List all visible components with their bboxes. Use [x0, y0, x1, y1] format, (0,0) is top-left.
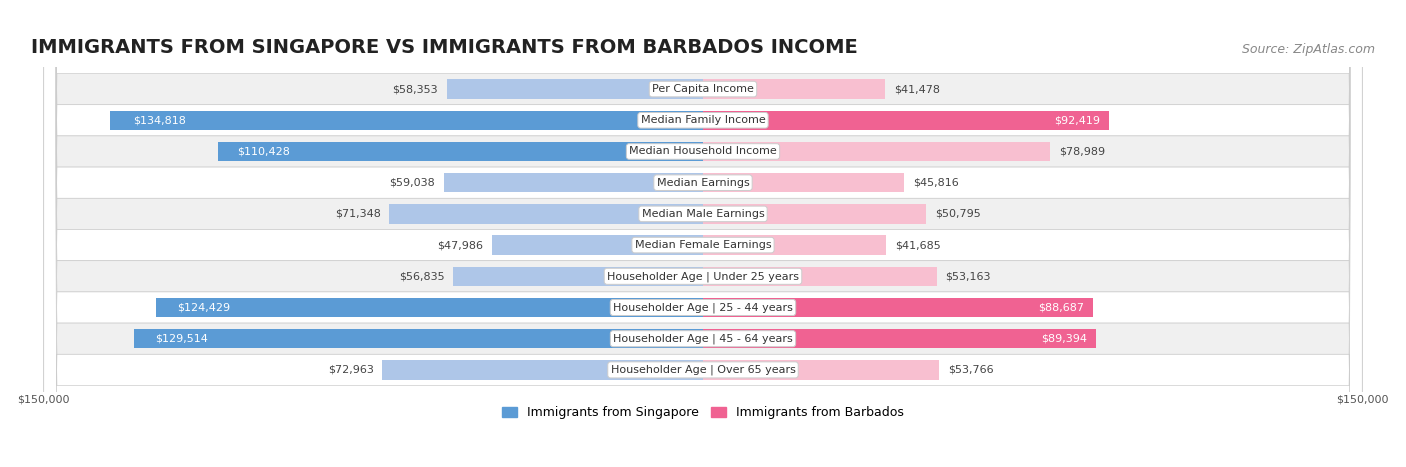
Text: $59,038: $59,038: [389, 177, 434, 188]
Bar: [382, 360, 703, 380]
Bar: [703, 267, 936, 286]
Text: Householder Age | Under 25 years: Householder Age | Under 25 years: [607, 271, 799, 282]
Text: $47,986: $47,986: [437, 240, 484, 250]
Text: $71,348: $71,348: [335, 209, 381, 219]
FancyBboxPatch shape: [44, 0, 1362, 467]
Bar: [703, 298, 1092, 317]
Text: $89,394: $89,394: [1040, 334, 1087, 344]
Text: Median Female Earnings: Median Female Earnings: [634, 240, 772, 250]
Text: $56,835: $56,835: [399, 271, 444, 281]
Bar: [703, 173, 904, 192]
Text: Householder Age | 45 - 64 years: Householder Age | 45 - 64 years: [613, 333, 793, 344]
Bar: [703, 235, 886, 255]
FancyBboxPatch shape: [44, 0, 1362, 467]
Bar: [703, 142, 1050, 161]
FancyBboxPatch shape: [44, 0, 1362, 467]
Legend: Immigrants from Singapore, Immigrants from Barbados: Immigrants from Singapore, Immigrants fr…: [496, 402, 910, 425]
Text: IMMIGRANTS FROM SINGAPORE VS IMMIGRANTS FROM BARBADOS INCOME: IMMIGRANTS FROM SINGAPORE VS IMMIGRANTS …: [31, 38, 858, 57]
Bar: [447, 79, 703, 99]
FancyBboxPatch shape: [44, 0, 1362, 467]
FancyBboxPatch shape: [44, 0, 1362, 467]
Bar: [156, 298, 703, 317]
Text: $53,163: $53,163: [945, 271, 991, 281]
Text: $110,428: $110,428: [236, 147, 290, 156]
Bar: [443, 173, 703, 192]
Text: $72,963: $72,963: [328, 365, 374, 375]
Text: Source: ZipAtlas.com: Source: ZipAtlas.com: [1243, 43, 1375, 56]
Text: $41,478: $41,478: [894, 84, 941, 94]
Text: $50,795: $50,795: [935, 209, 981, 219]
Bar: [134, 329, 703, 348]
Bar: [703, 111, 1109, 130]
Text: $92,419: $92,419: [1054, 115, 1101, 125]
Text: $129,514: $129,514: [155, 334, 208, 344]
Text: Median Male Earnings: Median Male Earnings: [641, 209, 765, 219]
Text: Median Household Income: Median Household Income: [628, 147, 778, 156]
Bar: [703, 204, 927, 224]
Bar: [389, 204, 703, 224]
Text: Median Earnings: Median Earnings: [657, 177, 749, 188]
Text: $41,685: $41,685: [896, 240, 941, 250]
FancyBboxPatch shape: [44, 0, 1362, 467]
Text: $53,766: $53,766: [948, 365, 994, 375]
Text: $124,429: $124,429: [177, 303, 231, 312]
Bar: [218, 142, 703, 161]
Text: $58,353: $58,353: [392, 84, 437, 94]
Bar: [492, 235, 703, 255]
Text: Householder Age | Over 65 years: Householder Age | Over 65 years: [610, 365, 796, 375]
FancyBboxPatch shape: [44, 0, 1362, 467]
Text: $88,687: $88,687: [1038, 303, 1084, 312]
FancyBboxPatch shape: [44, 0, 1362, 467]
FancyBboxPatch shape: [44, 0, 1362, 467]
Text: $134,818: $134,818: [132, 115, 186, 125]
Bar: [703, 360, 939, 380]
Text: Per Capita Income: Per Capita Income: [652, 84, 754, 94]
Text: $45,816: $45,816: [912, 177, 959, 188]
Text: $78,989: $78,989: [1059, 147, 1105, 156]
Bar: [111, 111, 703, 130]
Bar: [703, 79, 886, 99]
FancyBboxPatch shape: [44, 0, 1362, 467]
Text: Median Family Income: Median Family Income: [641, 115, 765, 125]
Bar: [453, 267, 703, 286]
Bar: [703, 329, 1095, 348]
Text: Householder Age | 25 - 44 years: Householder Age | 25 - 44 years: [613, 302, 793, 313]
